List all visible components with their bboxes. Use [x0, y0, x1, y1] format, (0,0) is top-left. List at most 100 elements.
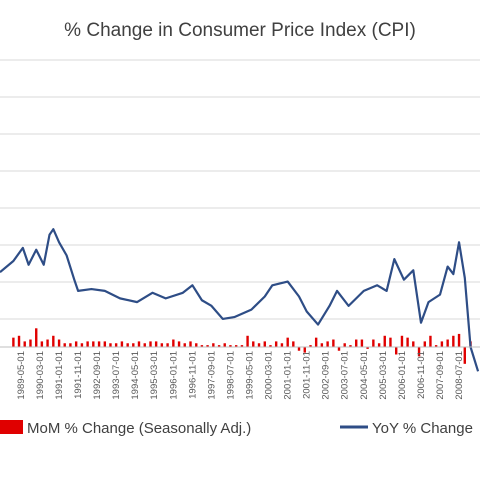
mom-bar — [17, 335, 21, 347]
mom-bar — [412, 341, 415, 347]
mom-bar — [63, 343, 66, 347]
mom-bar — [349, 345, 352, 347]
mom-bar — [366, 347, 369, 349]
mom-bar — [240, 345, 244, 347]
mom-bar — [132, 343, 135, 347]
x-tick-label: 2005-03-01 — [378, 351, 389, 400]
mom-bar — [120, 341, 124, 347]
mom-bar — [246, 335, 249, 347]
mom-bar — [40, 341, 44, 347]
x-tick-label: 2003-07-01 — [340, 351, 351, 400]
mom-bar — [57, 339, 61, 347]
mom-bar — [103, 341, 107, 347]
mom-bar — [440, 341, 444, 347]
x-tick-label: 2008-07-01 — [454, 351, 465, 400]
x-tick-label: 1996-11-01 — [187, 351, 198, 399]
mom-bar — [434, 345, 438, 347]
mom-bar — [457, 333, 461, 347]
mom-bar — [263, 341, 266, 347]
mom-bar — [126, 343, 129, 347]
x-tick-label: 1991-01-01 — [54, 351, 65, 400]
mom-bar — [274, 341, 278, 347]
mom-bar — [35, 328, 38, 347]
mom-bar — [257, 343, 261, 347]
mom-bar — [183, 343, 186, 347]
mom-bar — [52, 335, 55, 347]
x-tick-label: 1989-05-01 — [16, 351, 27, 400]
x-tick-label: 1997-09-01 — [206, 351, 217, 400]
x-tick-label: 1996-01-01 — [168, 351, 179, 400]
mom-bar — [109, 343, 112, 347]
mom-bar — [332, 339, 335, 347]
mom-bar — [80, 343, 84, 347]
mom-bar — [195, 343, 198, 347]
mom-bar — [92, 341, 95, 347]
x-tick-label: 2007-09-01 — [435, 351, 446, 400]
mom-bar — [177, 341, 181, 347]
legend-yoy-label: YoY % Change — [372, 420, 473, 437]
x-tick-label: 1998-07-01 — [225, 351, 236, 400]
mom-bar — [406, 337, 409, 347]
mom-bar — [229, 345, 232, 347]
mom-bar — [372, 339, 375, 347]
mom-bar — [383, 335, 386, 347]
mom-bar — [46, 339, 49, 347]
mom-bar — [143, 343, 146, 347]
x-tick-label: 2002-09-01 — [321, 351, 332, 400]
mom-bar — [234, 345, 238, 347]
legend-mom-label: MoM % Change (Seasonally Adj.) — [27, 420, 251, 437]
mom-bar — [189, 341, 192, 347]
x-tick-labels: 1989-05-01 1990-03-01 1991-01-01 1991-11-01… — [16, 351, 465, 400]
mom-bar — [314, 337, 318, 347]
mom-bar — [269, 345, 272, 347]
x-tick-label: 1999-05-01 — [244, 351, 255, 400]
x-tick-label: 2004-05-01 — [359, 351, 370, 400]
mom-bar — [389, 337, 392, 347]
mom-bar — [297, 347, 301, 351]
mom-bar — [223, 343, 226, 347]
mom-bar — [446, 339, 449, 347]
x-tick-label: 2001-01-01 — [283, 351, 294, 400]
x-tick-label: 2006-11-01 — [416, 351, 427, 399]
mom-bar — [149, 341, 152, 347]
mom-bar — [377, 343, 381, 347]
mom-bar — [217, 345, 221, 347]
x-tick-label: 2000-03-01 — [264, 351, 275, 400]
mom-bar — [280, 343, 284, 347]
x-tick-label: 2006-01-01 — [397, 351, 408, 400]
mom-bar — [97, 341, 101, 347]
legend: MoM % Change (Seasonally Adj.) YoY % Cha… — [0, 420, 473, 437]
mom-bar — [86, 341, 89, 347]
mom-bar — [400, 335, 404, 347]
mom-bar — [74, 341, 78, 347]
mom-bar — [286, 337, 289, 347]
x-tick-label: 2001-11-01 — [302, 351, 313, 399]
gridlines — [0, 59, 480, 320]
legend-mom-swatch — [0, 420, 23, 434]
mom-bar — [23, 341, 26, 347]
mom-bar — [320, 343, 324, 347]
x-tick-label: 1991-11-01 — [73, 351, 84, 399]
mom-bar — [114, 343, 118, 347]
mom-bar — [423, 341, 426, 347]
x-tick-label: 1994-05-01 — [130, 351, 141, 400]
mom-bar — [166, 343, 169, 347]
mom-bar — [69, 343, 72, 347]
mom-bar — [12, 337, 15, 347]
mom-bar — [252, 341, 255, 347]
mom-bar — [337, 347, 341, 351]
chart-title: % Change in Consumer Price Index (CPI) — [64, 20, 416, 41]
mom-bar — [395, 347, 398, 355]
x-tick-label: 1995-03-01 — [149, 351, 160, 400]
mom-bar — [326, 341, 329, 347]
mom-bar — [309, 345, 312, 347]
mom-bar — [303, 347, 306, 353]
mom-bar — [343, 343, 346, 347]
mom-bar — [160, 343, 164, 347]
mom-bar — [360, 339, 364, 347]
mom-bar — [429, 335, 432, 347]
yoy-line — [0, 228, 480, 372]
mom-bars — [12, 328, 472, 364]
